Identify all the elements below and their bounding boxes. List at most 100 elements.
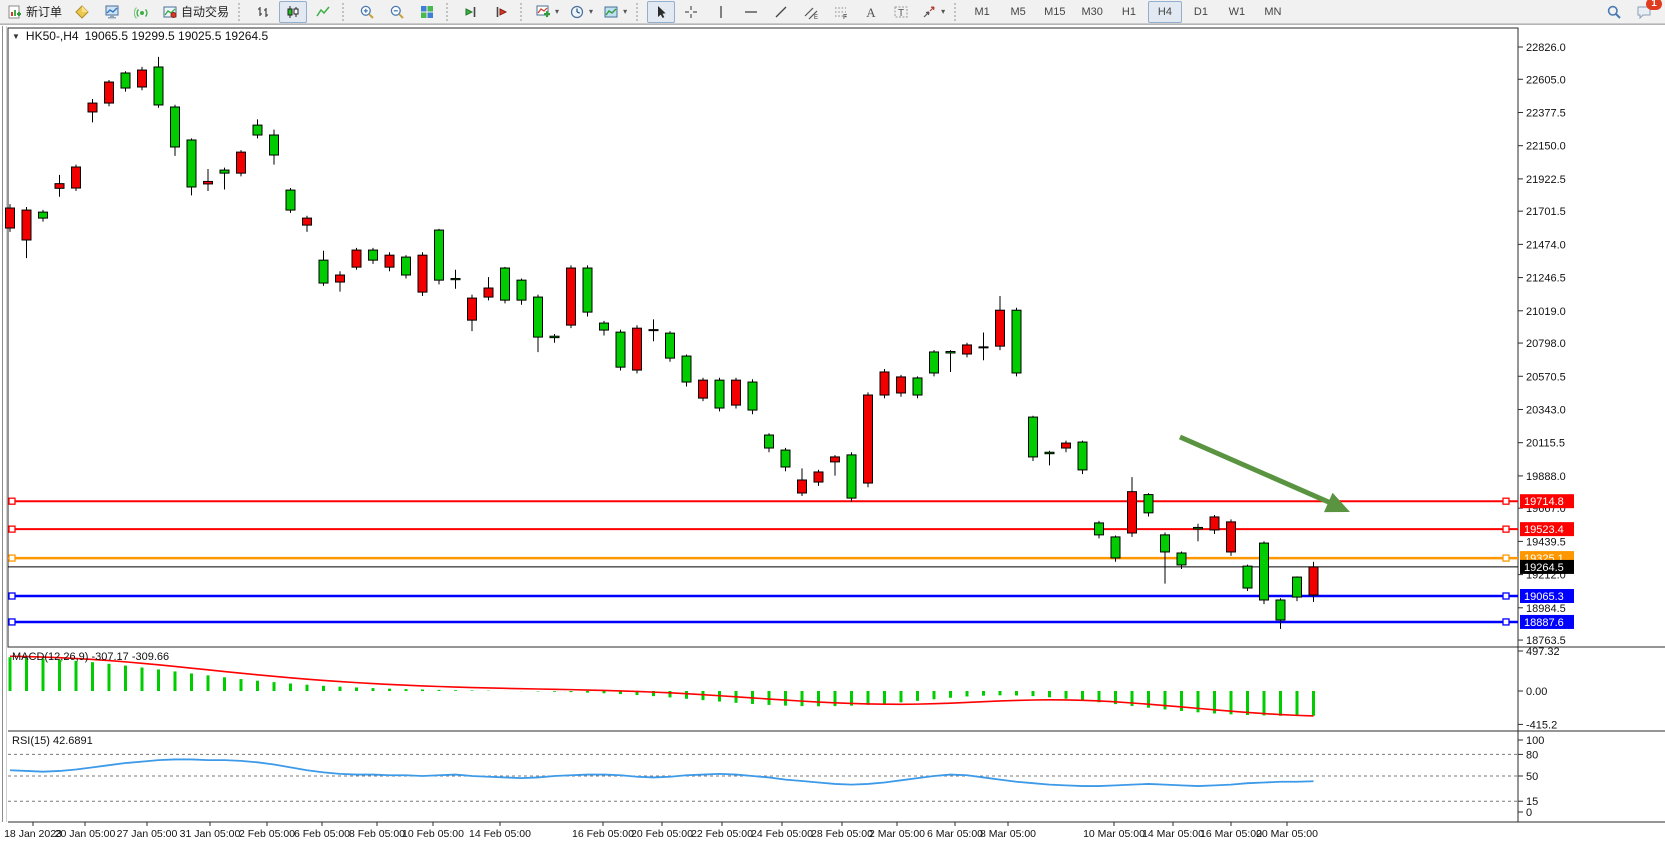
line-handle[interactable] — [8, 592, 16, 600]
horizontal-line-button[interactable] — [737, 1, 765, 23]
line-handle[interactable] — [8, 497, 16, 505]
svg-text:21474.0: 21474.0 — [1526, 239, 1566, 251]
zoom-in-button[interactable] — [353, 1, 381, 23]
svg-text:19264.5: 19264.5 — [1524, 562, 1564, 574]
svg-text:21246.5: 21246.5 — [1526, 273, 1566, 285]
template-button[interactable]: ▾ — [599, 1, 631, 23]
clock-icon — [569, 4, 585, 20]
line-handle[interactable] — [8, 554, 16, 562]
svg-text:8 Mar 05:00: 8 Mar 05:00 — [980, 828, 1036, 840]
svg-text:21701.5: 21701.5 — [1526, 206, 1566, 218]
chart-dropdown-icon[interactable]: ▼ — [12, 31, 20, 41]
toolbar-separator — [446, 2, 452, 21]
line-handle[interactable] — [1502, 618, 1510, 626]
timeframe-mn-button[interactable]: MN — [1264, 5, 1282, 18]
trendline-button[interactable] — [767, 1, 795, 23]
market-watch-button[interactable] — [98, 1, 126, 23]
svg-text:20 Jan 05:00: 20 Jan 05:00 — [55, 828, 116, 840]
notification-badge: 1 — [1646, 0, 1662, 10]
autoscroll-button[interactable] — [457, 1, 485, 23]
chevron-down-icon[interactable]: ▾ — [555, 7, 560, 16]
signals-button[interactable] — [128, 1, 156, 23]
hline-icon — [743, 4, 759, 20]
template-icon — [603, 4, 619, 20]
price-badge-19065.3 — [1520, 589, 1574, 604]
trendline-icon — [773, 4, 789, 20]
svg-text:15: 15 — [1526, 796, 1538, 808]
gold-icon — [74, 4, 90, 20]
period-button[interactable]: ▾ — [565, 1, 597, 23]
add-indicator-button[interactable]: ▾ — [531, 1, 563, 23]
channel-icon: E — [803, 4, 819, 20]
svg-text:50: 50 — [1526, 771, 1538, 783]
svg-text:18763.5: 18763.5 — [1526, 635, 1566, 647]
text-button[interactable]: A — [857, 1, 885, 23]
svg-text:T: T — [898, 8, 904, 19]
chevron-down-icon[interactable]: ▾ — [623, 7, 628, 16]
autotrading-button-label: 自动交易 — [181, 5, 230, 19]
timeframe-d1-button[interactable]: D1 — [1193, 5, 1208, 18]
line-handle[interactable] — [1502, 592, 1510, 600]
candlestick-button[interactable] — [279, 0, 308, 23]
svg-text:20798.0: 20798.0 — [1526, 338, 1566, 350]
bar-chart-icon — [255, 4, 271, 20]
search-button[interactable] — [1600, 1, 1628, 23]
crosshair-button[interactable] — [677, 1, 705, 23]
bar-chart-button[interactable] — [249, 1, 277, 23]
line-handle[interactable] — [1502, 554, 1510, 562]
price-badge-19264.5 — [1520, 559, 1574, 574]
line-handle[interactable] — [1502, 497, 1510, 505]
notifications-button[interactable]: 1 — [1630, 0, 1662, 23]
rsi-label: RSI(15) 42.6891 — [12, 735, 93, 747]
arrows-button[interactable]: ▾ — [917, 1, 949, 23]
svg-text:19888.0: 19888.0 — [1526, 471, 1566, 483]
symbols-button[interactable] — [68, 1, 96, 23]
cursor-icon — [653, 4, 669, 20]
toolbar-separator — [238, 2, 244, 21]
market-watch-icon — [104, 4, 120, 20]
autotrading-button[interactable]: 自动交易 — [158, 1, 233, 23]
zoom-in-icon — [359, 4, 375, 20]
tile-windows-button[interactable] — [413, 1, 441, 23]
timeframe-w1-button[interactable]: W1 — [1228, 5, 1246, 18]
svg-text:22605.0: 22605.0 — [1526, 74, 1566, 86]
vline-icon — [713, 4, 729, 20]
svg-text:-415.2: -415.2 — [1526, 719, 1557, 731]
line-handle[interactable] — [8, 525, 16, 533]
chart-shift-button[interactable] — [487, 1, 515, 23]
chart-canvas[interactable]: 22826.0 22605.0 22377.5 22150.0 21922.5 21701… — [0, 24, 1665, 844]
trend-arrow[interactable] — [1178, 434, 1342, 510]
label-icon: T — [893, 4, 909, 20]
line-handle[interactable] — [1502, 525, 1510, 533]
vertical-line-button[interactable] — [707, 1, 735, 23]
line-chart-button[interactable] — [309, 1, 337, 23]
svg-text:19714.8: 19714.8 — [1524, 496, 1564, 508]
fibonacci-icon: F — [833, 4, 849, 20]
text-label-button[interactable]: T — [887, 1, 915, 23]
svg-text:497.32: 497.32 — [1526, 646, 1560, 658]
fibonacci-button[interactable]: F — [827, 1, 855, 23]
svg-text:14 Mar 05:00: 14 Mar 05:00 — [1142, 828, 1204, 840]
timeframe-m15-button[interactable]: M15 — [1044, 5, 1066, 18]
timeframe-h4-button[interactable]: H4 — [1147, 0, 1182, 23]
zoom-out-icon — [389, 4, 405, 20]
cursor-button[interactable] — [647, 0, 676, 23]
timeframe-m30-button[interactable]: M30 — [1081, 5, 1103, 18]
chart-title[interactable]: ▼ HK50-,H4 19065.5 19299.5 19025.5 19264… — [12, 29, 268, 43]
timeframe-m1-button[interactable]: M1 — [974, 5, 990, 18]
chevron-down-icon[interactable]: ▾ — [589, 7, 594, 16]
equidistant-channel-button[interactable]: E — [797, 1, 825, 23]
timeframe-h1-button[interactable]: H1 — [1121, 5, 1136, 18]
zoom-out-button[interactable] — [383, 1, 411, 23]
svg-text:27 Jan 05:00: 27 Jan 05:00 — [117, 828, 178, 840]
svg-text:18 Jan 2023: 18 Jan 2023 — [4, 828, 62, 840]
svg-text:22826.0: 22826.0 — [1526, 42, 1566, 54]
timeframe-m5-button[interactable]: M5 — [1010, 5, 1026, 18]
chevron-down-icon[interactable]: ▾ — [941, 7, 946, 16]
svg-text:22 Feb 05:00: 22 Feb 05:00 — [691, 828, 753, 840]
new-order-button[interactable]: 新订单 — [3, 1, 66, 23]
line-handle[interactable] — [8, 618, 16, 626]
svg-text:10 Feb 05:00: 10 Feb 05:00 — [402, 828, 464, 840]
svg-text:21922.5: 21922.5 — [1526, 174, 1566, 186]
